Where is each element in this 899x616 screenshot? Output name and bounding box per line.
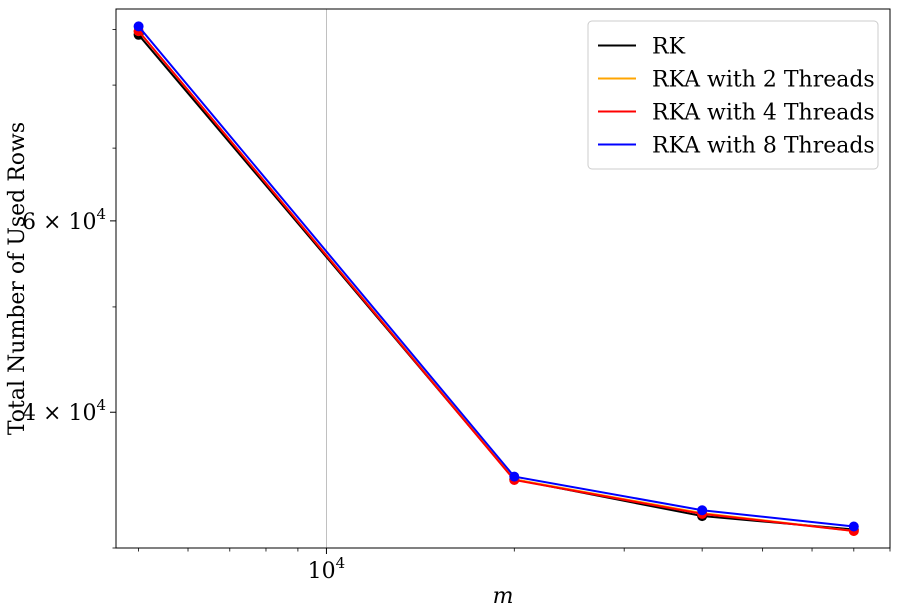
legend-label: RKA with 4 Threads [652, 101, 875, 126]
legend-label: RKA with 2 Threads [652, 68, 875, 93]
legend-item: RK [598, 35, 686, 60]
legend-item: RKA with 4 Threads [598, 101, 875, 126]
data-point [697, 505, 708, 516]
series-line [137, 30, 854, 533]
legend: RK RKA with 2 Threads RKA with 4 Threads RK… [587, 20, 879, 170]
plot-frame [115, 8, 891, 549]
legend-item: RKA with 8 Threads [598, 134, 875, 159]
legend-label: RKA with 8 Threads [652, 134, 875, 159]
data-point [133, 21, 144, 32]
legend-box [587, 20, 879, 170]
series-layer [133, 21, 859, 537]
x-tick-label: 104 [308, 554, 346, 584]
data-point [509, 471, 520, 482]
y-tick-label: 4 × 104 [22, 396, 106, 426]
legend-label: RK [652, 35, 686, 60]
data-point [848, 521, 859, 532]
y-axis-label: Total Number of Used Rows [5, 122, 30, 435]
series-line [137, 25, 854, 528]
x-axis-label: m [493, 584, 514, 609]
legend-item: RKA with 2 Threads [598, 68, 875, 93]
y-tick-label: 6 × 104 [22, 205, 106, 235]
series-4 [133, 21, 859, 532]
ticks: 104 4 × 104 6 × 104 [22, 29, 891, 584]
